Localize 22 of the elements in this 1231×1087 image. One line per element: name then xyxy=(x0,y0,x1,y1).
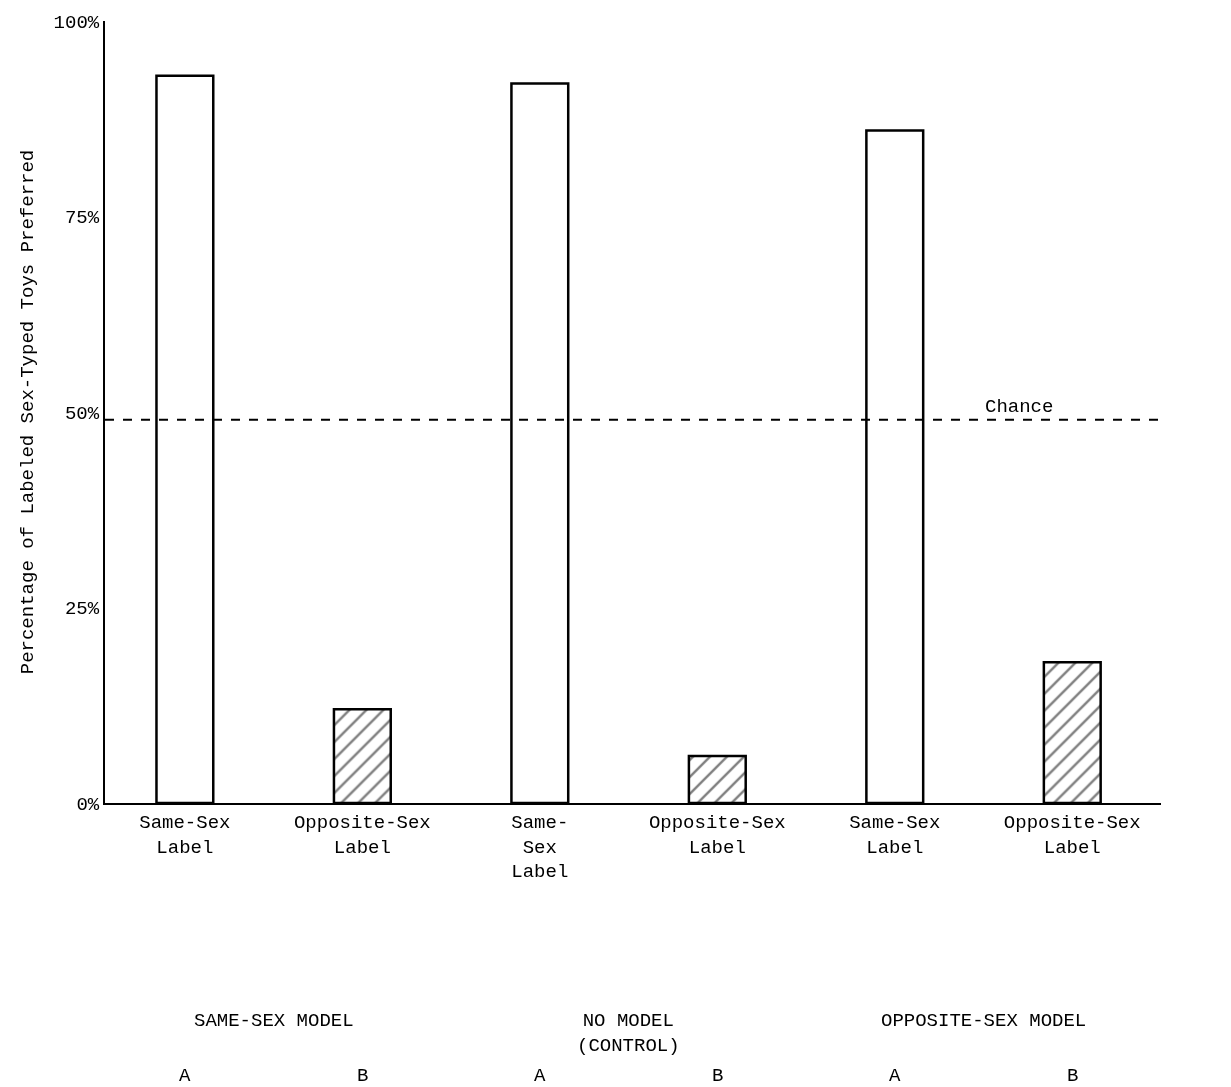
x-tick-label: Opposite-Sex Label xyxy=(648,811,786,859)
text: B xyxy=(357,1065,369,1087)
text: A xyxy=(889,1065,901,1087)
x-tick-label: Opposite-Sex Label xyxy=(1003,811,1141,859)
x-tick-label: Same-Sex Label xyxy=(849,811,941,859)
x-tick-label: Same- Sex Label xyxy=(511,811,569,884)
y-tick-label: 25% xyxy=(64,598,100,621)
text: A xyxy=(534,1065,546,1087)
y-axis-title: Percentage of Labeled Sex-Typed Toys Preferred xyxy=(16,149,39,675)
text: A xyxy=(179,1065,191,1087)
ref-line-label: Chance xyxy=(985,396,1054,418)
y-tick-label: 50% xyxy=(64,402,100,425)
text: B xyxy=(1067,1065,1079,1087)
x-tick-label: Opposite-Sex Label xyxy=(293,811,431,859)
text: OPPOSITE-SEX MODEL xyxy=(881,1010,1087,1032)
text: NO MODEL (CONTROL) xyxy=(577,1010,680,1057)
y-tick-label: 0% xyxy=(76,793,100,816)
text: SAME-SEX MODEL xyxy=(194,1010,354,1032)
x-tick-label: Same-Sex Label xyxy=(139,811,231,859)
y-tick-label: 75% xyxy=(64,207,100,230)
text: B xyxy=(712,1065,724,1087)
y-tick-label: 100% xyxy=(53,11,100,34)
